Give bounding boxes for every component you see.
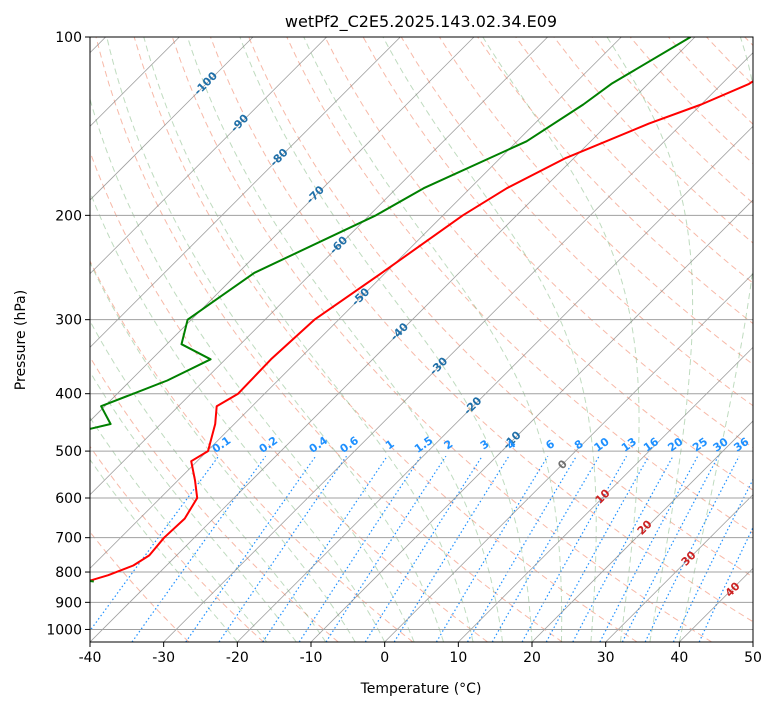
moist-adiabat-line <box>90 320 327 642</box>
dewpoint-profile-line <box>90 37 692 583</box>
moist-adiabat-line <box>678 37 753 642</box>
dry-adiabat-line <box>95 37 563 642</box>
moist-adiabat-line <box>90 458 238 642</box>
x-tick-label: -40 <box>79 650 102 666</box>
y-tick-label: 400 <box>55 387 82 403</box>
dry-adiabat-line <box>90 356 339 642</box>
mixing-ratio-line <box>218 455 347 642</box>
y-tick-label: 900 <box>55 595 82 611</box>
mixing-ratio-line <box>435 455 549 642</box>
y-tick-label: 300 <box>55 313 82 329</box>
y-tick-label: 500 <box>55 444 82 460</box>
moist-adiabat-line <box>90 261 356 642</box>
x-tick-label: 40 <box>670 650 688 666</box>
chart-title: wetPf2_C2E5.2025.143.02.34.E09 <box>285 12 557 32</box>
moist-adiabat-line <box>239 37 533 642</box>
dry-adiabat-line <box>171 37 712 642</box>
isotherm-line <box>605 494 753 642</box>
dry-adiabat-line <box>90 445 264 642</box>
isotherm-line <box>90 37 475 422</box>
dry-adiabat-line <box>210 37 753 623</box>
moist-adiabat-line <box>482 37 640 642</box>
moist-adiabat-line <box>187 37 503 642</box>
tick-layer: -40 -30 -20 -10 0 10 20 30 40 50 100 200 300 400 500 60… <box>46 30 762 666</box>
moist-adiabat-line <box>143 37 474 642</box>
isotherm-line <box>90 37 622 569</box>
x-tick-label: 30 <box>597 650 615 666</box>
isotherm-line <box>237 125 753 642</box>
mixing-ratio-line <box>185 455 317 642</box>
moist-adiabat-line <box>90 190 386 642</box>
x-axis-label: Temperature (°C) <box>360 681 482 697</box>
isotherm-line <box>163 52 753 642</box>
plot-frame <box>89 36 754 643</box>
x-tick-label: 0 <box>380 650 389 666</box>
dry-adiabat-line <box>248 37 753 578</box>
x-tick-label: -20 <box>226 650 249 666</box>
y-tick-label: 100 <box>55 30 82 46</box>
x-tick-label: -30 <box>152 650 175 666</box>
dry-adiabat-line <box>515 37 753 284</box>
dry-adiabat-line <box>133 37 638 642</box>
mixing-ratio-line <box>90 455 220 632</box>
moist-adiabat-line <box>303 37 563 642</box>
moist-adiabat-line <box>90 416 268 642</box>
grid-layer <box>90 37 753 642</box>
y-tick-label: 1000 <box>46 622 82 638</box>
mixing-ratio-line <box>698 526 753 642</box>
x-tick-label: -10 <box>300 650 323 666</box>
data-layer <box>90 37 753 583</box>
moist-adiabat-line <box>106 37 445 642</box>
y-tick-label: 600 <box>55 491 82 507</box>
x-tick-label: 50 <box>744 650 762 666</box>
moist-adiabat-line <box>382 37 597 642</box>
isotherm-line <box>90 37 254 201</box>
isotherm-line <box>90 37 696 642</box>
isotherm-line <box>458 346 753 642</box>
isotherm-line <box>90 37 327 275</box>
temperature-profile-line <box>90 80 753 582</box>
dry-adiabat-line <box>90 259 414 642</box>
x-tick-label: 20 <box>523 650 541 666</box>
moist-adiabat-line <box>606 37 694 642</box>
isotherm-line <box>90 37 548 496</box>
dry-adiabat-line <box>286 37 753 534</box>
mixing-ratio-line <box>466 455 577 642</box>
moist-adiabat-line <box>90 370 297 642</box>
isotherm-line <box>90 37 401 348</box>
y-tick-label: 800 <box>55 565 82 581</box>
y-axis-label: Pressure (hPa) <box>13 290 29 390</box>
isotherm-line <box>531 420 753 642</box>
isotherm-line <box>384 273 753 642</box>
isotherm-line <box>310 199 753 642</box>
y-tick-label: 700 <box>55 531 82 547</box>
y-tick-label: 200 <box>55 208 82 224</box>
x-tick-label: 10 <box>449 650 467 666</box>
